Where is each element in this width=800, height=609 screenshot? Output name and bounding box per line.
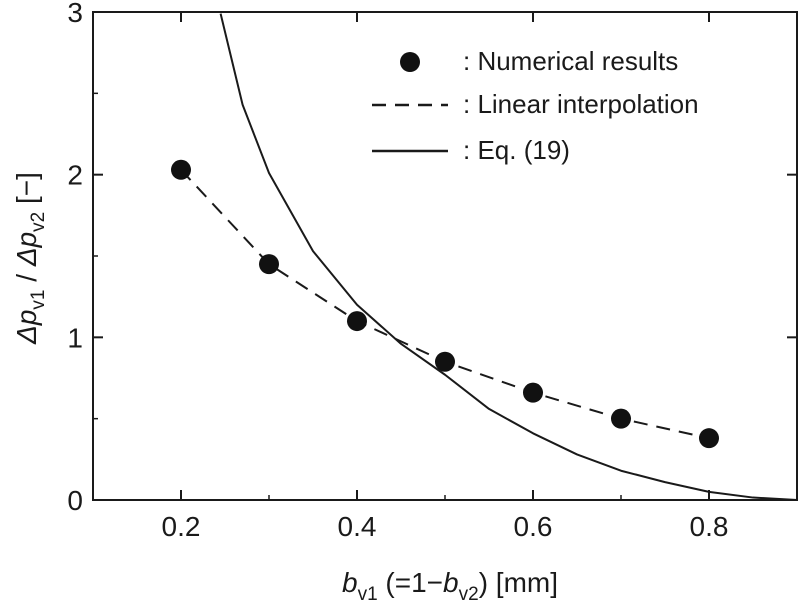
y-label-sub2: v2 (28, 212, 49, 232)
x-axis-label: bv1 (=1−bv2) [mm] (342, 567, 558, 605)
y-label-sub1: v1 (28, 290, 49, 310)
interpolation-line (180, 169, 710, 440)
x-label-mid: (=1− (378, 567, 443, 598)
data-point (259, 254, 279, 275)
legend-label: : Eq. (19) (463, 135, 570, 165)
axes-layer: 0.2 0.4 0.6 0.8 0 1 2 3 (67, 0, 798, 542)
series-layer (171, 13, 798, 501)
y-tick-label: 1 (67, 322, 83, 353)
y-tick-label: 3 (67, 0, 83, 28)
legend-label: : Linear interpolation (463, 89, 699, 119)
x-label-sub2: v2 (459, 584, 479, 605)
data-point (347, 311, 367, 332)
x-label-sub1: v1 (358, 584, 378, 605)
x-tick-label: 0.8 (690, 511, 729, 542)
x-label-b2: b (443, 567, 459, 598)
legend: : Numerical results : Linear interpolatio… (372, 46, 699, 165)
y-label-delta1: Δp (11, 310, 42, 345)
data-point (611, 408, 631, 429)
y-label-unit: [−] (11, 172, 42, 212)
legend-marker (400, 52, 420, 72)
x-label-end: ) [mm] (479, 567, 558, 598)
x-tick-label: 0.2 (162, 511, 201, 542)
x-tick-label: 0.4 (338, 511, 377, 542)
y-label-slash: / (11, 266, 42, 289)
y-tick-label: 0 (67, 485, 83, 516)
data-point (523, 382, 543, 403)
y-tick-label: 2 (67, 160, 83, 191)
x-tick-label: 0.6 (514, 511, 553, 542)
y-axis-label: Δpv1 / Δpv2 [−] (11, 172, 49, 345)
equation-line (219, 13, 798, 501)
data-point (171, 159, 191, 180)
legend-label: : Numerical results (463, 46, 678, 76)
y-label-delta2: Δp (11, 232, 42, 267)
data-point (699, 428, 719, 449)
x-label-b1: b (342, 567, 358, 598)
plot-frame (92, 11, 798, 501)
data-point (435, 351, 455, 372)
